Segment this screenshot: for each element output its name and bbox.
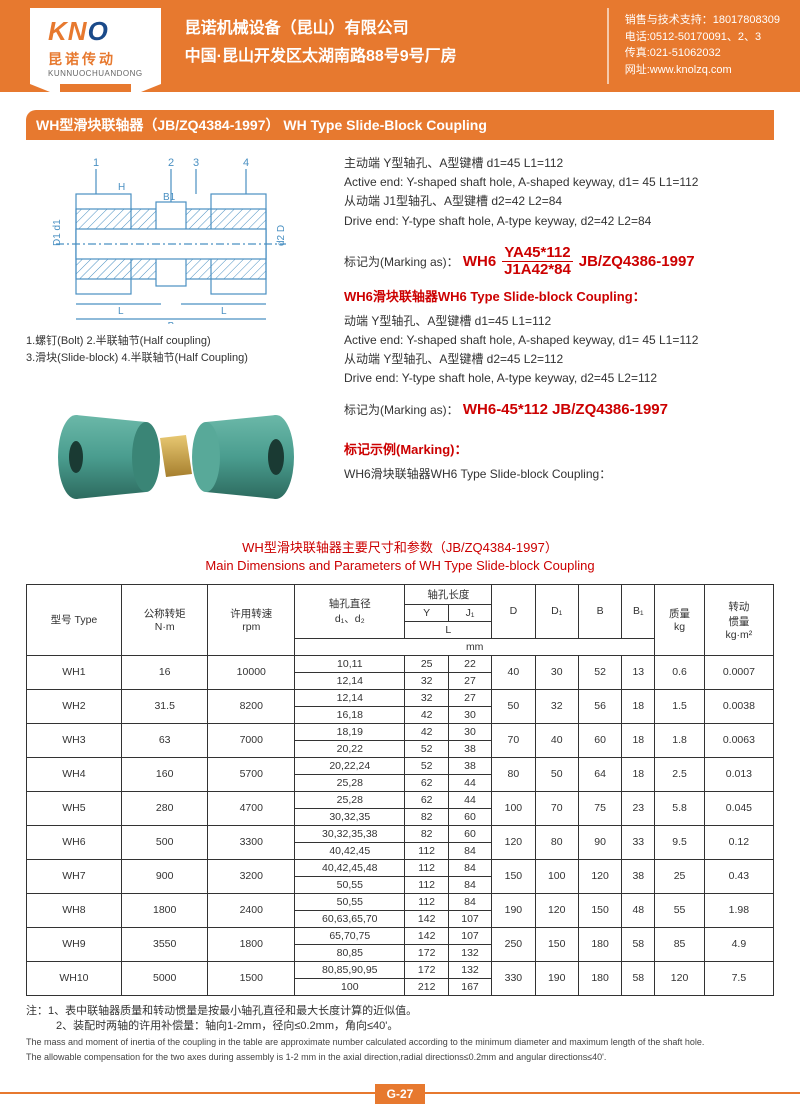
marking-text: WH6-45*112 JB/ZQ4386-1997: [463, 401, 668, 418]
footer: G-27: [0, 1092, 800, 1114]
marking-label: 标记为(Marking as)：: [344, 403, 459, 417]
marking-bot: J1A42*84: [502, 262, 572, 279]
company-address: 中国·昆山开发区太湖南路88号9号厂房: [185, 42, 607, 66]
th-torque: 公称转矩 N·m: [121, 584, 208, 655]
spec-line: Active end: Y-shaped shaft hole, A-shape…: [344, 331, 774, 350]
spec-line: 动端 Y型轴孔、A型键槽 d1=45 L1=112: [344, 312, 774, 331]
th-inertia: 转动 惯量 kg·m²: [704, 584, 773, 655]
svg-text:B1: B1: [163, 192, 176, 203]
table-title-cn: WH型滑块联轴器主要尺寸和参数（JB/ZQ4384-1997）: [26, 539, 774, 557]
spec-line: Drive end: Y-type shaft hole, A-type key…: [344, 369, 774, 388]
contact-line: 销售与技术支持：18017808309: [625, 12, 780, 29]
table-row: WH231.5820012,143227503256181.50.0038: [27, 689, 774, 706]
th-len: 轴孔长度: [405, 584, 492, 604]
legend-line: 1.螺钉(Bolt) 2.半联轴节(Half coupling): [26, 333, 326, 350]
title-bar: WH型滑块联轴器（JB/ZQ4384-1997） WH Type Slide-B…: [26, 110, 774, 140]
table-row: WH105000150080,85,90,9517213233019018058…: [27, 961, 774, 978]
th-Y: Y: [405, 604, 448, 621]
table-row: WH5280470025,2862441007075235.80.045: [27, 791, 774, 808]
note-line: 注：1、表中联轴器质量和转动惯量是按最小轴孔直径和最大长度计算的近似值。: [26, 1004, 774, 1019]
diagram-legend: 1.螺钉(Bolt) 2.半联轴节(Half coupling) 3.滑块(Sl…: [26, 333, 326, 366]
marking-label: 标记为(Marking as)：: [344, 255, 459, 269]
svg-text:4: 4: [243, 157, 249, 169]
th-mm: mm: [295, 638, 655, 655]
table-row: WH1161000010,112522403052130.60.0007: [27, 655, 774, 672]
table-row: WH6500330030,32,35,3882601208090339.50.1…: [27, 825, 774, 842]
th-rpm: 许用转速 rpm: [208, 584, 295, 655]
note-line: 2、装配时两轴的许用补偿量：轴向1-2mm，径向≤0.2mm，角向≤40'。: [26, 1019, 774, 1034]
header-contacts: 销售与技术支持：18017808309 电话:0512-50170091、2、3…: [607, 8, 800, 84]
marking-top: YA45*112: [502, 245, 572, 263]
th-B: B: [578, 584, 621, 638]
th-mass: 质量 kg: [655, 584, 704, 655]
th-D: D: [492, 584, 535, 638]
legend-line: 3.滑块(Slide-block) 4.半联轴节(Half Coupling): [26, 350, 326, 367]
company-name: 昆诺机械设备（昆山）有限公司: [185, 14, 607, 38]
contact-line: 电话:0512-50170091、2、3: [625, 29, 780, 46]
svg-text:H: H: [118, 182, 125, 193]
table-title: WH型滑块联轴器主要尺寸和参数（JB/ZQ4384-1997） Main Dim…: [26, 539, 774, 575]
marking-1: 标记为(Marking as)： WH6 YA45*112J1A42*84 JB…: [344, 245, 774, 279]
spec-line: WH6滑块联轴器WH6 Type Slide-block Coupling：: [344, 465, 774, 484]
logo-accent: O: [88, 16, 109, 46]
contact-line: 传真:021-51062032: [625, 45, 780, 62]
th-J1: J₁: [448, 604, 491, 621]
svg-text:D1 d1: D1 d1: [52, 219, 63, 246]
marking-2: 标记为(Marking as)： WH6-45*112 JB/ZQ4386-19…: [344, 398, 774, 422]
svg-text:d2 D: d2 D: [276, 225, 287, 246]
svg-text:L: L: [118, 306, 124, 317]
note-en-line: The mass and moment of inertia of the co…: [26, 1036, 774, 1049]
th-type: 型号 Type: [27, 584, 122, 655]
th-dia: 轴孔直径 d₁、d₂: [295, 584, 405, 638]
logo-py: KUNNUOCHUANDONG: [48, 69, 143, 78]
th-D1: D₁: [535, 584, 578, 638]
th-B1: B₁: [622, 584, 655, 638]
spec-line: Drive end: Y-type shaft hole, A-type key…: [344, 212, 774, 231]
contact-line: 网址:www.knolzq.com: [625, 62, 780, 79]
header-company: 昆诺机械设备（昆山）有限公司 中国·昆山开发区太湖南路88号9号厂房: [161, 8, 607, 84]
table-title-en: Main Dimensions and Parameters of WH Typ…: [26, 557, 774, 575]
svg-text:1: 1: [93, 157, 99, 169]
logo-text: KN: [48, 16, 88, 46]
svg-text:2: 2: [168, 157, 174, 169]
spec-line: 从动端 Y型轴孔、A型键槽 d2=45 L2=112: [344, 350, 774, 369]
table-row: WH4160570020,22,245238805064182.50.013: [27, 757, 774, 774]
marking-suffix: JB/ZQ4386-1997: [579, 253, 695, 270]
svg-text:L: L: [221, 306, 227, 317]
table-row: WH7900320040,42,45,481128415010012038250…: [27, 859, 774, 876]
technical-diagram: 1 2 3 4 L L B D1 d1 d2 D H B1 1.螺钉(Bolt) …: [26, 154, 326, 388]
section-title: 标记示例(Marking)：: [344, 440, 774, 461]
th-L: L: [405, 621, 492, 638]
svg-text:3: 3: [193, 157, 199, 169]
table-row: WH81800240050,551128419012015048551.98: [27, 893, 774, 910]
section-title: WH6滑块联轴器WH6 Type Slide-block Coupling：: [344, 287, 774, 308]
table-row: WH93550180065,70,7514210725015018058854.…: [27, 927, 774, 944]
coupling-render: [26, 392, 326, 525]
spec-block-2: 标记为(Marking as)： WH6-45*112 JB/ZQ4386-19…: [344, 392, 774, 525]
svg-text:B: B: [168, 321, 175, 324]
note-en-line: The allowable compensation for the two a…: [26, 1051, 774, 1064]
parameters-table: 型号 Type 公称转矩 N·m 许用转速 rpm 轴孔直径 d₁、d₂ 轴孔长…: [26, 584, 774, 996]
header: KNO 昆诺传动 KUNNUOCHUANDONG 昆诺机械设备（昆山）有限公司 …: [0, 0, 800, 92]
logo-cn: 昆诺传动: [48, 49, 143, 69]
marking-prefix: WH6: [463, 253, 496, 270]
spec-block-1: 主动端 Y型轴孔、A型键槽 d1=45 L1=112 Active end: Y…: [344, 154, 774, 388]
table-row: WH363700018,194230704060181.80.0063: [27, 723, 774, 740]
spec-line: Active end: Y-shaped shaft hole, A-shape…: [344, 173, 774, 192]
logo-box: KNO 昆诺传动 KUNNUOCHUANDONG: [30, 8, 161, 84]
page-num: G-27: [375, 1084, 426, 1104]
notes: 注：1、表中联轴器质量和转动惯量是按最小轴孔直径和最大长度计算的近似值。 2、装…: [26, 1004, 774, 1064]
spec-line: 主动端 Y型轴孔、A型键槽 d1=45 L1=112: [344, 154, 774, 173]
spec-line: 从动端 J1型轴孔、A型键槽 d2=42 L2=84: [344, 192, 774, 211]
